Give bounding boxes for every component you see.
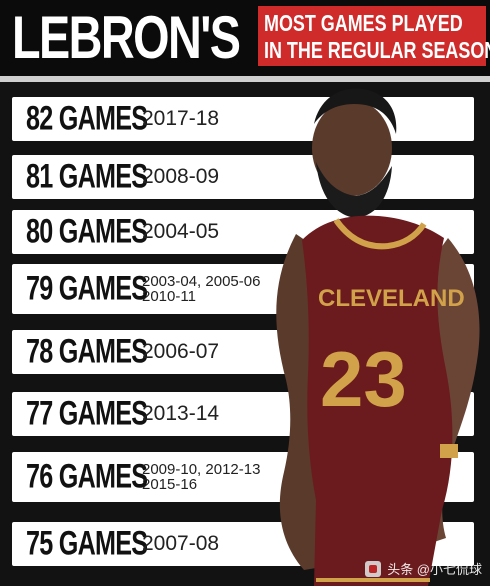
header-divider [0,76,490,82]
games-count: 82 GAMES [26,99,148,138]
season-text: 2006-07 [142,340,220,363]
jersey-icon [302,215,453,586]
games-count: 81 GAMES [26,157,148,196]
page-title: LEBRON'S [12,4,241,71]
season-text: 2004-05 [142,220,220,243]
head-icon [312,100,392,196]
season-line: 2010-11 [142,288,196,305]
watermark: 头条 @小七侃球 [365,559,482,578]
subtitle-box: MOST GAMES PLAYED IN THE REGULAR SEASON [258,6,490,66]
games-row: 82 GAMES 2017-18 [12,97,474,141]
app-logo-icon [365,560,382,577]
player-illustration: CLEVELAND 23 [276,88,480,586]
games-count: 80 GAMES [26,212,148,251]
jersey-city-text: CLEVELAND [318,285,465,312]
season-text-multi: 2003-04, 2005-06 2010-11 [142,274,260,304]
games-count: 77 GAMES [26,394,148,433]
season-line: 2015-16 [142,476,198,493]
season-line: 2003-04, 2005-06 [142,273,261,290]
subtitle-line-2: IN THE REGULAR SEASON [264,37,490,63]
season-text: 2007-08 [142,532,220,555]
games-count: 75 GAMES [26,524,148,563]
wristband-icon [440,444,458,458]
hair-icon [314,88,397,134]
season-text: 2008-09 [142,165,220,188]
subtitle-line-1: MOST GAMES PLAYED [264,10,463,36]
watermark-text: 头条 @小七侃球 [387,562,482,577]
games-row: 81 GAMES 2008-09 [12,155,474,199]
games-count: 78 GAMES [26,332,148,371]
beard-icon [316,162,392,218]
player-figure: CLEVELAND 23 [258,70,490,586]
season-text-multi: 2009-10, 2012-13 2015-16 [142,462,260,492]
season-line: 2009-10, 2012-13 [142,461,261,478]
header: LEBRON'S MOST GAMES PLAYED IN THE REGULA… [0,0,490,76]
games-count: 76 GAMES [26,457,148,496]
season-text: 2017-18 [142,107,220,130]
games-count: 79 GAMES [26,269,148,308]
jersey-collar-icon [333,218,427,250]
season-text: 2013-14 [142,402,220,425]
jersey-number-text: 23 [320,335,407,423]
